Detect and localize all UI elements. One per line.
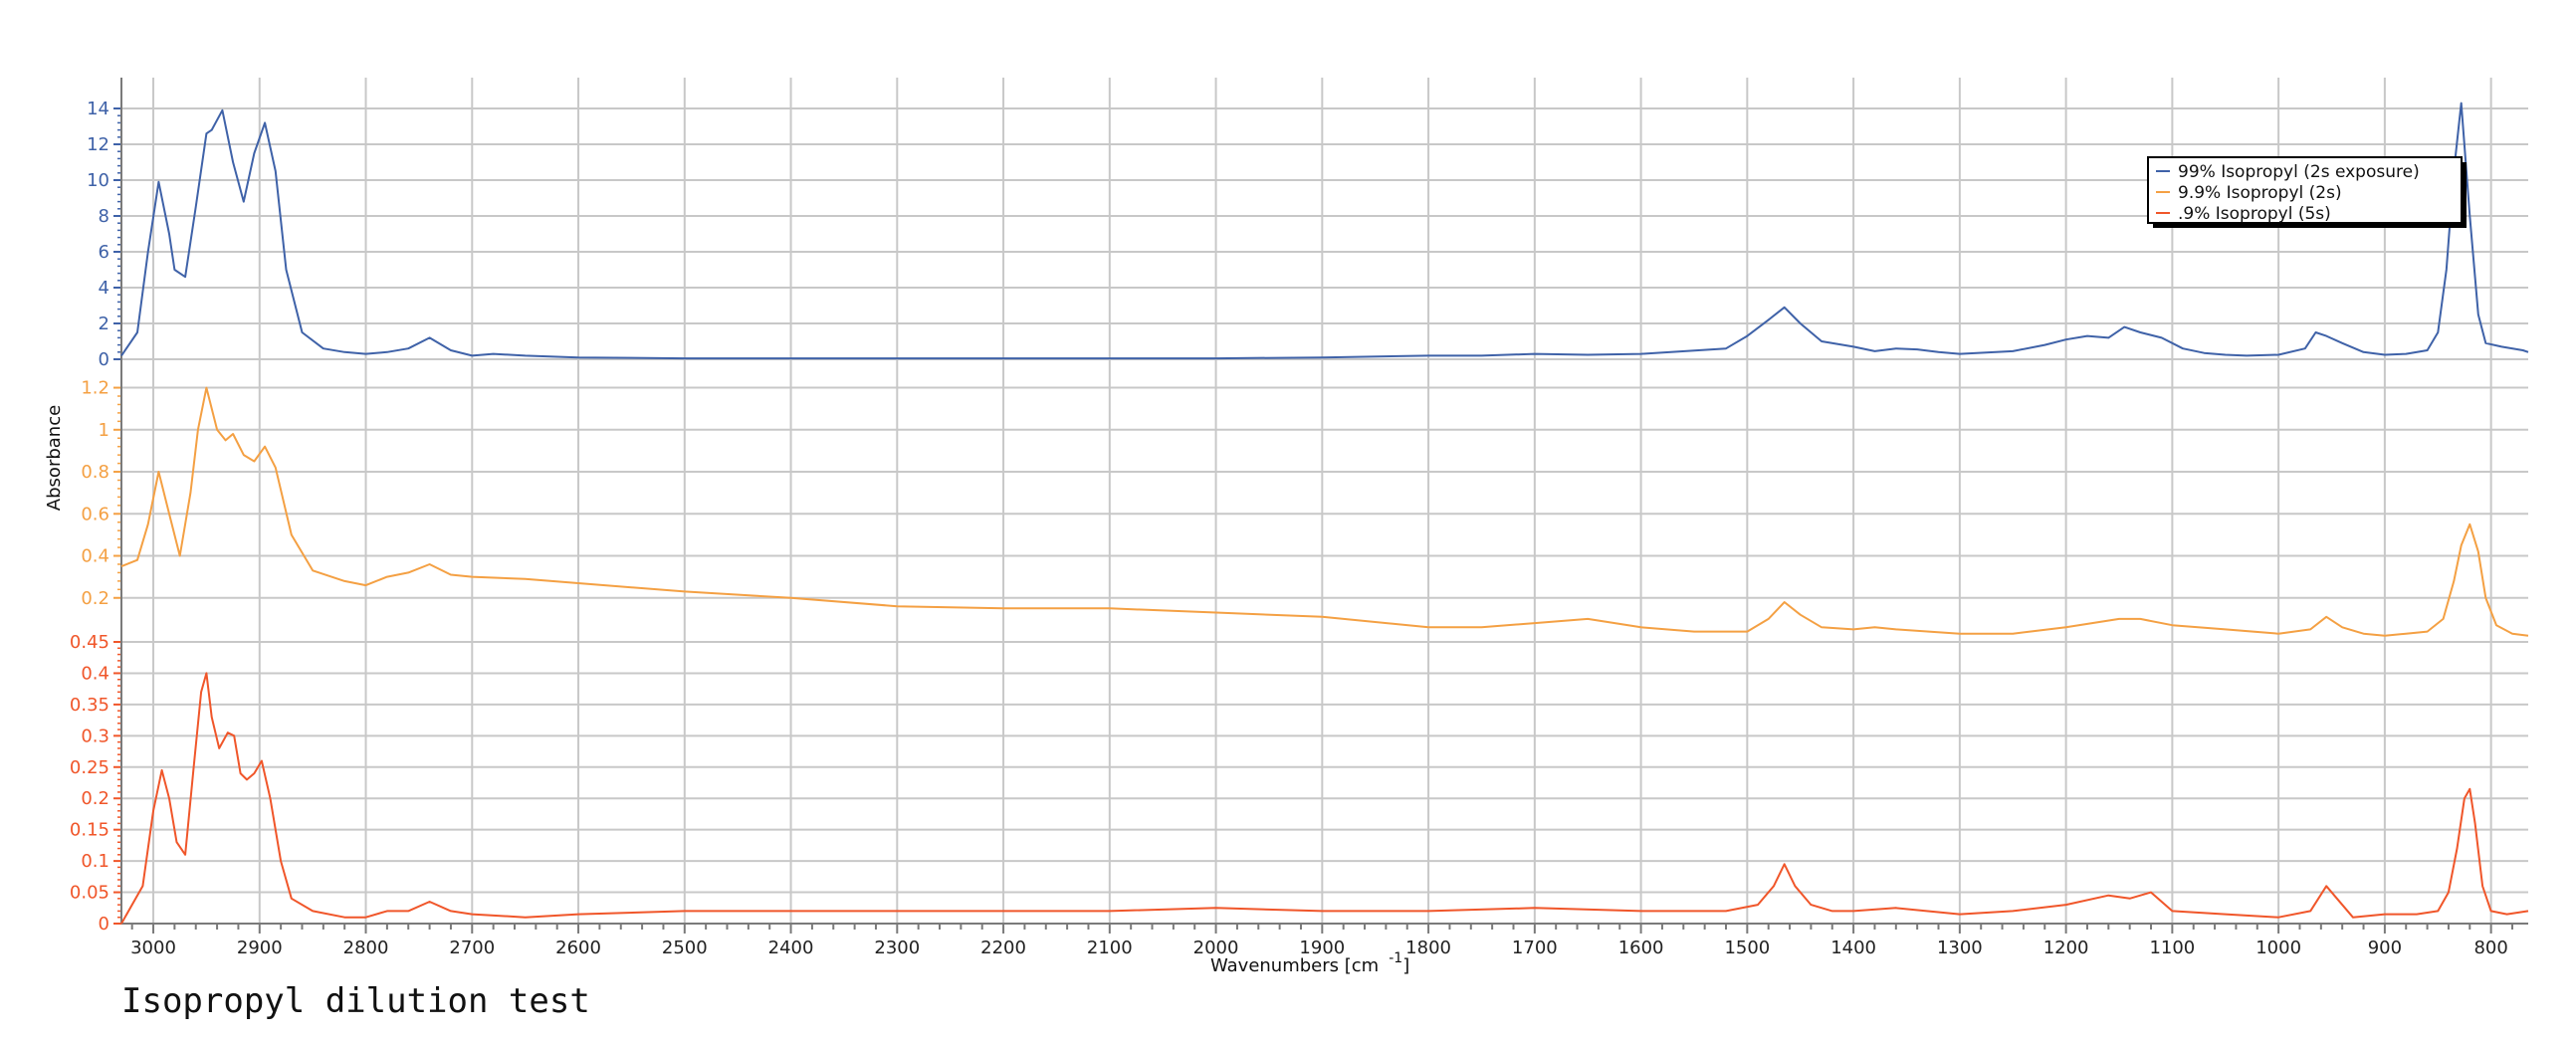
x-tick-label: 1600 (1618, 937, 1664, 958)
x-axis-title-superscript: -1 (1389, 950, 1402, 966)
y-tick-label: 10 (87, 170, 109, 191)
y-tick-label: 0.2 (81, 588, 109, 609)
x-tick-label: 2700 (449, 937, 495, 958)
series-line (120, 386, 2529, 637)
series-line (120, 672, 2529, 925)
figure-caption: Isopropyl dilution test (121, 981, 590, 1021)
x-tick-label: 2800 (343, 937, 389, 958)
y-tick-label: 0.15 (70, 820, 109, 841)
y-tick-label: 1 (99, 420, 109, 441)
x-tick-label: 2900 (237, 937, 283, 958)
x-tick-label: 1900 (1299, 937, 1345, 958)
y-tick-label: 0.25 (70, 757, 109, 778)
y-tick-label: 0.45 (70, 632, 109, 653)
legend-entry: 9.9% Isopropyl (2s) (2178, 183, 2342, 203)
x-axis-title: Wavenumbers [cm -1] (1210, 950, 1409, 976)
x-tick-label: 3000 (130, 937, 176, 958)
x-tick-label: 900 (2368, 937, 2402, 958)
x-tick-label: 1200 (2043, 937, 2089, 958)
legend: 99% Isopropyl (2s exposure)9.9% Isopropy… (2147, 156, 2467, 228)
y-tick-label: 2 (99, 313, 109, 334)
y-tick-label: 14 (87, 99, 109, 119)
x-tick-label: 2600 (555, 937, 601, 958)
y-tick-label: 0.8 (81, 462, 109, 483)
x-tick-label: 2500 (662, 937, 708, 958)
y-tick-label: 0.4 (81, 546, 109, 567)
x-axis-title-main: Wavenumbers [cm (1210, 955, 1379, 976)
series-layer (120, 102, 2529, 925)
y-tick-label: 0.35 (70, 695, 109, 716)
y-tick-label: 0.2 (81, 788, 109, 809)
y-tick-label: 6 (99, 242, 109, 263)
x-tick-label: 1100 (2149, 937, 2195, 958)
y-tick-label: 8 (99, 206, 109, 227)
x-tick-label: 2100 (1087, 937, 1133, 958)
y-axis-title: Absorbance (44, 405, 65, 511)
x-tick-label: 1000 (2255, 937, 2301, 958)
y-tick-label: 0 (99, 914, 109, 935)
x-tick-label: 2000 (1193, 937, 1239, 958)
y-tick-label: 4 (99, 278, 109, 299)
axis-layer: 3000 2900 2800 2700 2600 2500 2400 2300 2200 2100… (70, 78, 2528, 958)
y-tick-label: 0.1 (81, 851, 109, 872)
x-axis-title-suffix: ] (1402, 955, 1409, 976)
x-tick-label: 800 (2473, 937, 2507, 958)
x-tick-label: 2200 (980, 937, 1026, 958)
x-tick-label: 2300 (874, 937, 920, 958)
legend-entry: .9% Isopropyl (5s) (2178, 204, 2331, 224)
y-tick-label: 0 (99, 349, 109, 370)
x-tick-label: 1500 (1724, 937, 1770, 958)
y-tick-label: 12 (87, 134, 109, 155)
series-line (120, 102, 2529, 360)
x-tick-label: 1800 (1405, 937, 1451, 958)
x-tick-label: 1400 (1830, 937, 1876, 958)
x-tick-label: 2400 (768, 937, 814, 958)
y-tick-label: 0.4 (81, 663, 109, 684)
x-tick-label: 1300 (1937, 937, 1983, 958)
x-tick-label: 1700 (1512, 937, 1558, 958)
y-tick-label: 0.3 (81, 726, 109, 746)
legend-entry: 99% Isopropyl (2s exposure) (2178, 162, 2420, 182)
legend-box (2147, 156, 2463, 224)
y-tick-label: 1.2 (81, 378, 109, 399)
y-tick-label: 0.05 (70, 883, 109, 904)
y-tick-label: 0.6 (81, 504, 109, 524)
